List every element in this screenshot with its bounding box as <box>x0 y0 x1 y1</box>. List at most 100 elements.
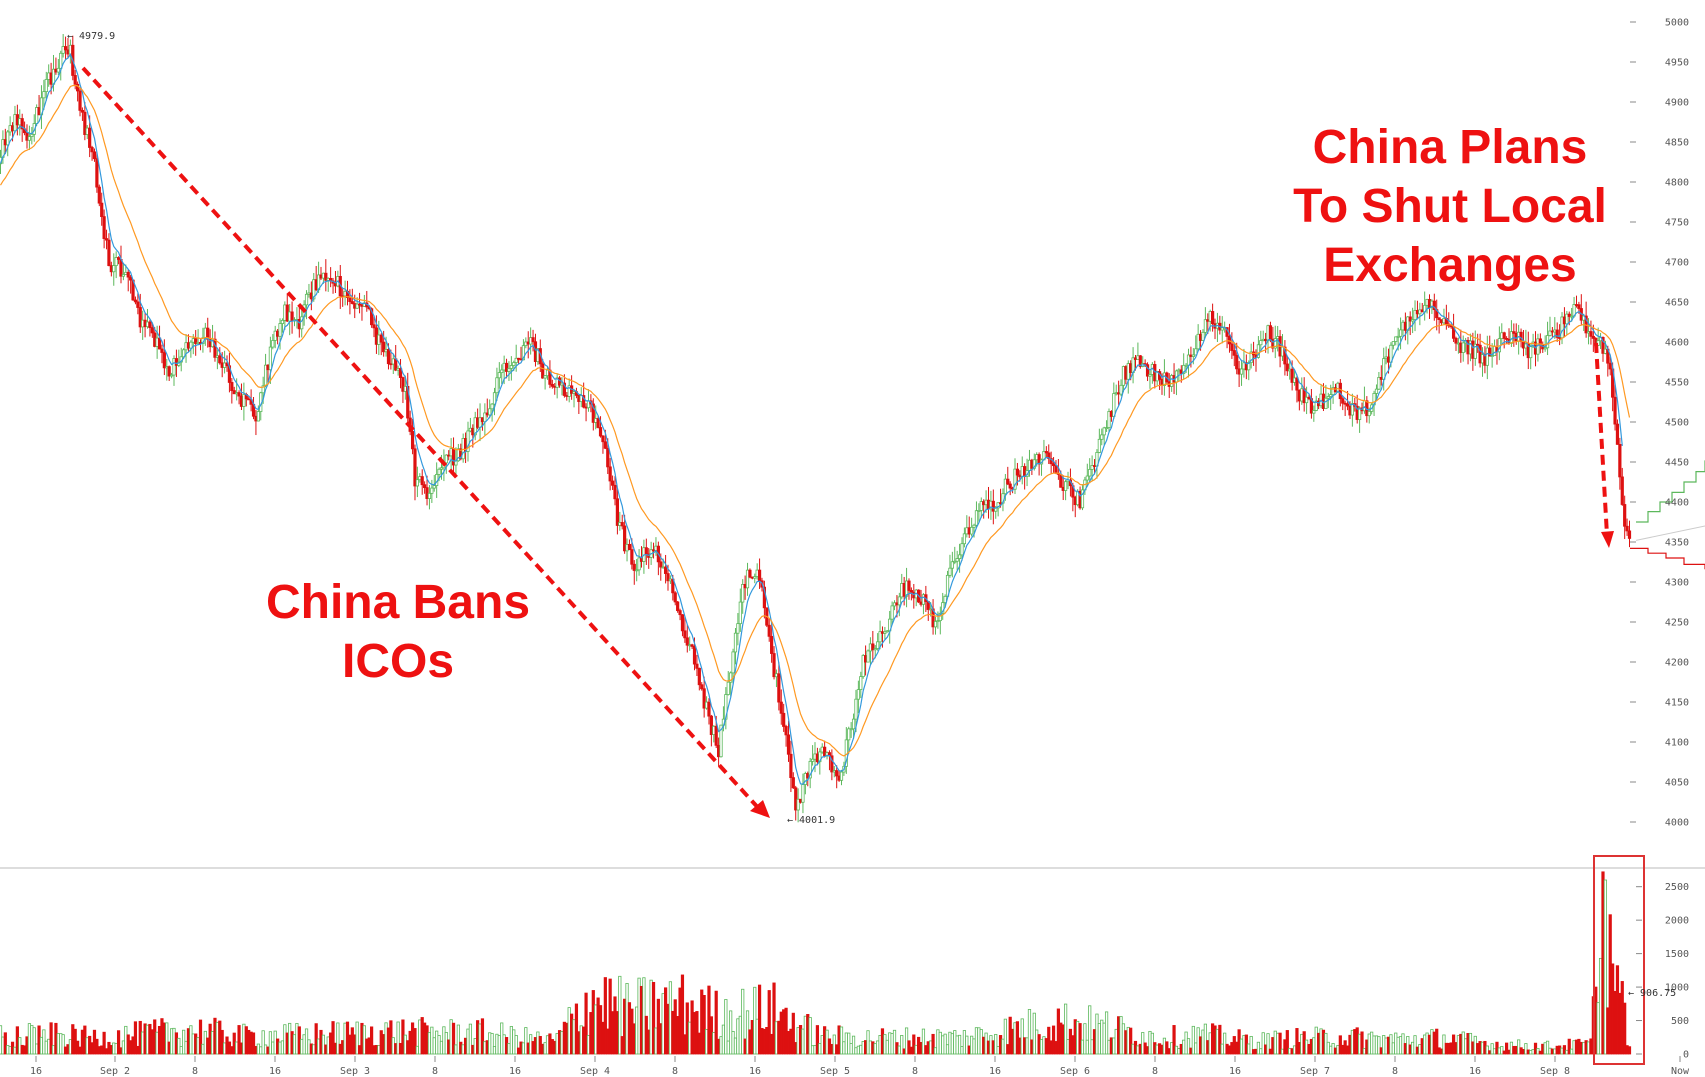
candle <box>700 682 704 691</box>
volume-bar <box>1165 1041 1169 1055</box>
candle-body <box>1259 340 1263 346</box>
volume-bar <box>1186 1038 1191 1055</box>
china-plans-annotation: China Plans <box>1313 121 1588 174</box>
candle-body <box>541 363 545 379</box>
price-tick-label: 4850 <box>1665 138 1689 149</box>
volume-spike-highlight <box>1593 855 1645 1065</box>
volume-bar <box>1218 1024 1222 1055</box>
candle-body <box>1015 468 1020 476</box>
candle-body <box>1227 336 1232 345</box>
candle-body <box>97 186 101 204</box>
candle-body <box>972 524 976 528</box>
candle <box>97 184 101 207</box>
candle-body <box>63 46 68 51</box>
candle <box>30 127 34 145</box>
time-tick-label: Now <box>1671 1066 1690 1077</box>
candle <box>104 229 109 250</box>
candle-body <box>1148 374 1152 377</box>
volume-bar <box>1083 1023 1087 1055</box>
candle-body <box>1608 362 1612 370</box>
candle <box>950 551 954 578</box>
candle <box>748 568 752 579</box>
candle-body <box>237 392 241 397</box>
candle-body <box>1090 465 1094 470</box>
candle <box>1235 342 1239 375</box>
candle-body <box>232 390 236 395</box>
candle <box>890 601 894 625</box>
candle <box>126 269 130 292</box>
candle <box>1505 336 1509 344</box>
candle-body <box>1290 368 1294 383</box>
candle <box>733 628 738 665</box>
candle-body <box>960 543 964 556</box>
candle-body <box>890 605 894 620</box>
candle-body <box>685 637 689 646</box>
candle-body <box>709 715 713 736</box>
candle <box>676 601 680 613</box>
candle-body <box>73 75 77 85</box>
price-tick-label: 4350 <box>1665 538 1689 549</box>
candle <box>1051 457 1056 473</box>
candle <box>92 148 97 162</box>
candle-body <box>810 758 815 762</box>
candle-body <box>167 366 171 377</box>
candle <box>172 355 176 386</box>
candle-body <box>531 337 535 343</box>
candle-body <box>613 484 617 500</box>
candle-body <box>1512 331 1516 334</box>
candle-body <box>138 307 142 328</box>
candle-body <box>398 368 403 378</box>
candle-body <box>100 202 104 217</box>
candle <box>615 489 619 535</box>
candle <box>1042 439 1046 461</box>
candle <box>789 740 793 793</box>
candle-body <box>169 374 174 377</box>
candle-body <box>808 760 812 779</box>
candle <box>509 356 513 381</box>
candle <box>136 293 140 315</box>
china-bans-annotation: China Bans <box>266 576 530 629</box>
price-tick-label: 4500 <box>1665 418 1689 429</box>
candle <box>1374 384 1379 401</box>
candle-body <box>683 630 687 639</box>
candle-body <box>866 650 870 663</box>
volume-bar <box>514 1035 518 1055</box>
candle <box>991 489 995 525</box>
candle-body <box>6 131 10 146</box>
candle-body <box>1505 338 1509 340</box>
candle-body <box>160 348 164 353</box>
volume-bar <box>815 1025 820 1055</box>
volume-bar <box>900 1035 904 1055</box>
candle-body <box>1268 325 1273 340</box>
candle-body <box>957 554 962 559</box>
candle-body <box>1570 315 1574 318</box>
candle-body <box>1295 377 1299 391</box>
candle-body <box>488 408 492 416</box>
candle-body <box>979 501 983 511</box>
candle <box>420 469 424 495</box>
candle-body <box>280 319 285 324</box>
candle <box>278 318 282 350</box>
candle-body <box>680 614 685 632</box>
candle-body <box>1601 337 1605 354</box>
candle <box>1201 329 1205 341</box>
candle-body <box>355 303 359 309</box>
candle-body <box>620 522 624 527</box>
candle-body <box>733 632 738 653</box>
candle <box>970 517 974 537</box>
candle <box>492 387 497 416</box>
volume-bar <box>220 1029 224 1055</box>
candle-body <box>1203 319 1207 333</box>
candle-body <box>623 525 627 552</box>
candle-body <box>1201 331 1205 341</box>
volume-bar <box>931 1033 935 1055</box>
candle-body <box>856 689 860 700</box>
candle-body <box>189 341 193 349</box>
candle <box>432 475 436 492</box>
candle <box>726 671 730 696</box>
candle-body <box>150 327 154 334</box>
candle-body <box>104 238 109 241</box>
candle <box>823 740 827 758</box>
candle-body <box>427 492 432 499</box>
